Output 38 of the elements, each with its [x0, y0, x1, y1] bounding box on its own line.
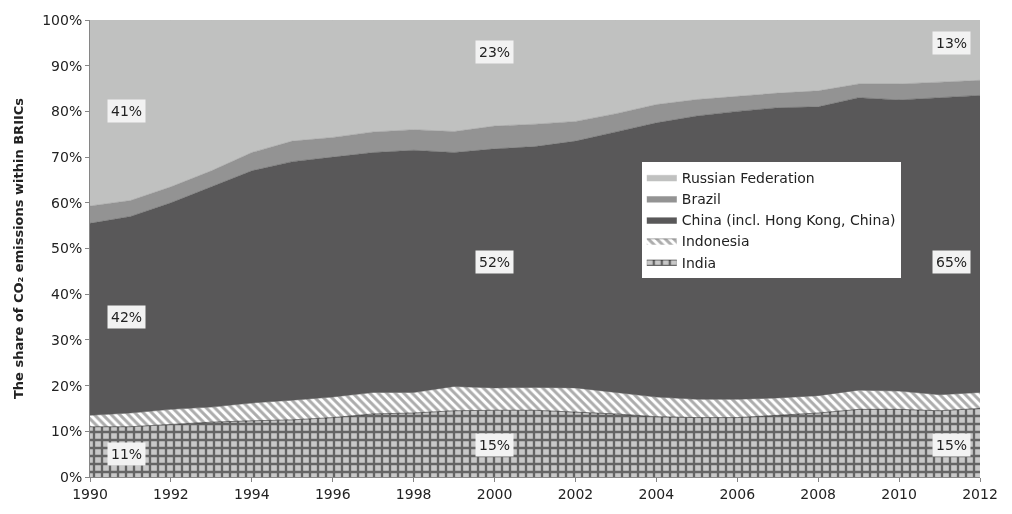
- annotation: 52%: [479, 254, 511, 270]
- x-tick-label: 2006: [719, 485, 756, 502]
- y-tick-label: 100%: [42, 11, 83, 28]
- annotation: 42%: [111, 309, 143, 325]
- x-tick-label: 2000: [476, 485, 513, 502]
- y-tick-label: 10%: [51, 423, 83, 440]
- x-tick-label: 2010: [881, 485, 917, 502]
- annotation: 15%: [479, 437, 511, 453]
- x-tick-label: 2004: [638, 485, 675, 502]
- x-tick-label: 2002: [557, 485, 594, 502]
- annotation: 11%: [111, 446, 143, 462]
- y-tick-label: 30%: [51, 331, 83, 348]
- y-tick-label: 70%: [51, 149, 83, 165]
- x-tick-label: 1994: [234, 485, 270, 502]
- x-tick-label: 1998: [395, 485, 432, 502]
- y-tick-label: 80%: [51, 103, 83, 120]
- y-tick-label: 50%: [51, 240, 83, 257]
- annotation: 13%: [936, 35, 968, 51]
- legend-label: Russian Federation: [681, 169, 815, 186]
- y-tick-label: 20%: [51, 377, 83, 394]
- annotation: 23%: [479, 44, 511, 60]
- legend-label: China (incl. Hong Kong, China): [681, 212, 896, 229]
- annotation: 41%: [111, 103, 143, 119]
- y-tick-label: 60%: [51, 194, 83, 211]
- x-tick-label: 1990: [72, 485, 108, 502]
- legend-label: Indonesia: [681, 233, 750, 250]
- legend-label: India: [681, 254, 717, 271]
- x-tick-label: 1992: [153, 485, 189, 502]
- legend-label: Brazil: [681, 190, 721, 207]
- x-tick-label: 2008: [800, 485, 836, 502]
- y-tick-label: 0%: [59, 468, 83, 485]
- y-tick-label: 40%: [51, 286, 83, 303]
- x-tick-label: 1996: [314, 485, 351, 502]
- y-axis-title: The share of CO₂ emissions within BRIICs: [11, 97, 27, 400]
- annotation: 15%: [936, 437, 968, 453]
- x-tick-label: 2012: [962, 485, 998, 502]
- annotation: 65%: [936, 254, 968, 270]
- y-tick-label: 90%: [51, 57, 83, 74]
